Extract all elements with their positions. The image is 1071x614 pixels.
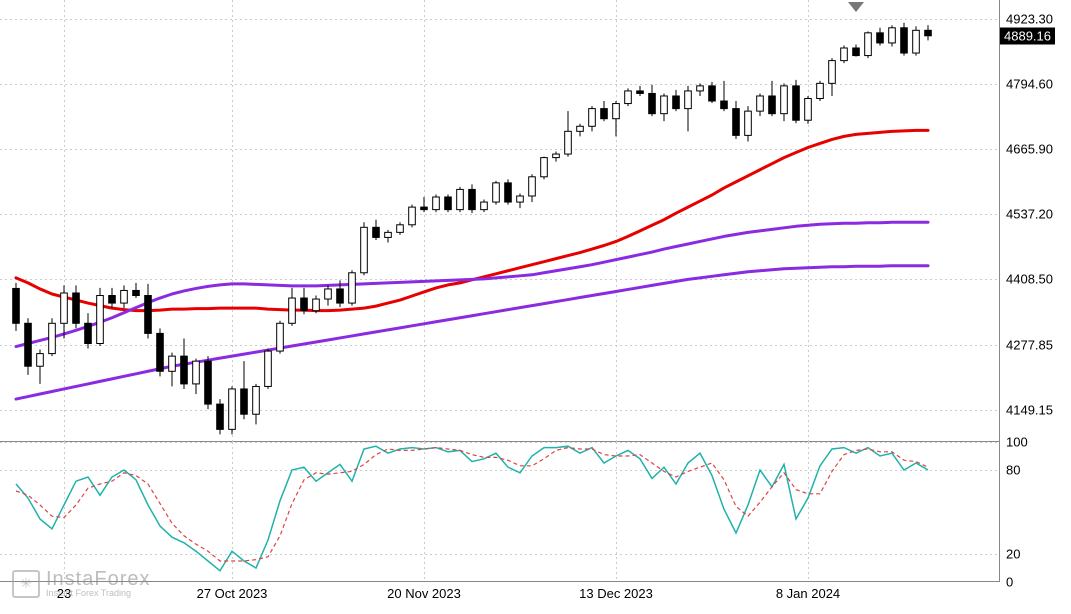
stoch-k-line [16, 446, 928, 571]
indicator-tick-label: 100 [1006, 435, 1028, 450]
time-tick-label: 27 Oct 2023 [197, 586, 268, 601]
price-tick-label: 4537.20 [1006, 206, 1053, 221]
price-tick-label: 4149.15 [1006, 402, 1053, 417]
time-tick-label: 13 Dec 2023 [579, 586, 653, 601]
indicator-y-axis: 02080100 [1000, 442, 1071, 582]
watermark: ✳ InstaForex Instant Forex Trading [12, 569, 150, 598]
candlesticks [0, 0, 1000, 442]
stoch-d-line [16, 448, 928, 561]
price-tick-label: 4923.30 [1006, 11, 1053, 26]
chart-container: 4923.30 4794.60 4665.90 4537.20 4408.50 4277.… [0, 0, 1071, 614]
indicator-tick-label: 80 [1006, 463, 1020, 478]
watermark-icon: ✳ [12, 570, 40, 598]
watermark-brand: InstaForex [46, 569, 150, 589]
time-tick-label: 8 Jan 2024 [776, 586, 840, 601]
indicator-tick-label: 0 [1006, 575, 1013, 590]
price-tick-label: 4277.85 [1006, 337, 1053, 352]
indicator-panel[interactable] [0, 442, 1000, 582]
arrow-marker-icon [848, 2, 864, 12]
price-y-axis: 4923.30 4794.60 4665.90 4537.20 4408.50 4277.… [1000, 0, 1071, 442]
price-tick-label: 4794.60 [1006, 76, 1053, 91]
watermark-tagline: Instant Forex Trading [46, 589, 150, 598]
price-tick-label: 4408.50 [1006, 271, 1053, 286]
time-tick-label: 20 Nov 2023 [387, 586, 461, 601]
current-price-badge: 4889.16 [1000, 27, 1055, 44]
price-panel[interactable] [0, 0, 1000, 442]
price-tick-label: 4665.90 [1006, 141, 1053, 156]
indicator-lines [0, 442, 1000, 582]
indicator-tick-label: 20 [1006, 547, 1020, 562]
